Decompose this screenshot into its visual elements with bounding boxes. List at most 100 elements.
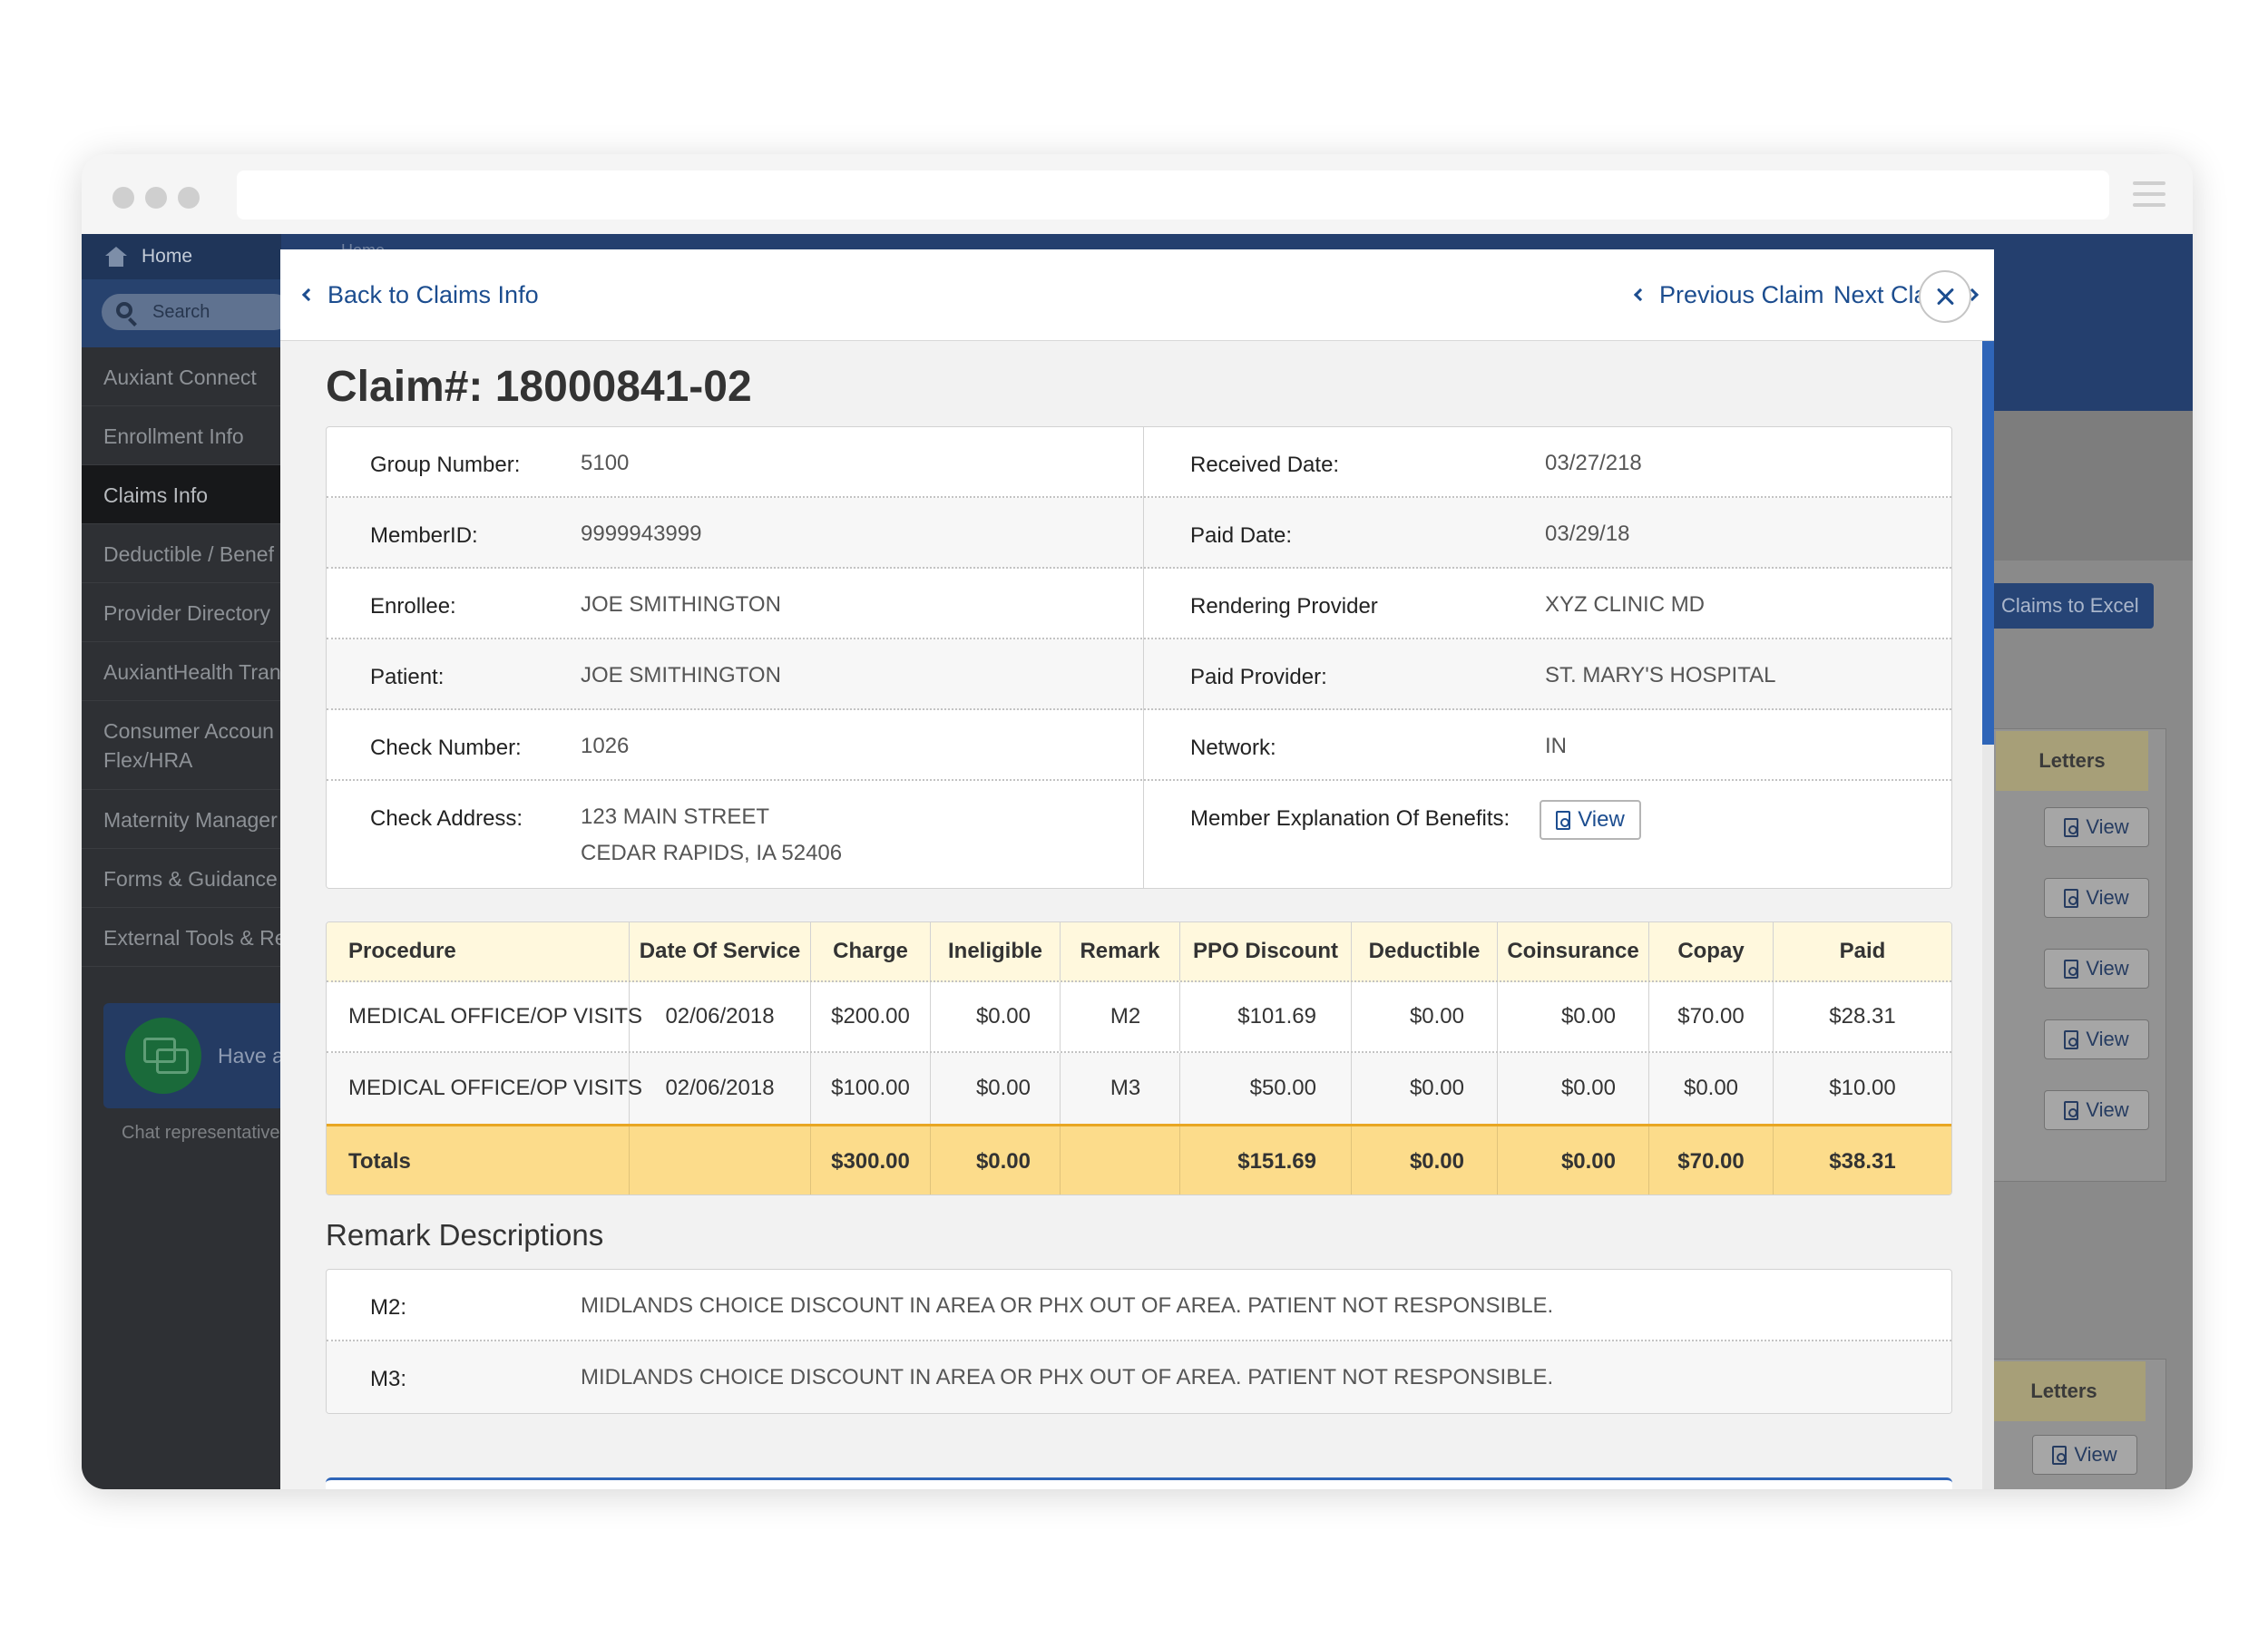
modal-toolbar: Back to Claims Info Previous Claim Next … bbox=[280, 249, 1994, 341]
chat-widget[interactable]: Have a bbox=[103, 1003, 303, 1108]
claim-info-card: Group Number: 5100 Received Date: 03/27/… bbox=[326, 426, 1952, 889]
export-claims-button[interactable]: Claims to Excel bbox=[1983, 583, 2154, 629]
totals-coinsurance: $0.00 bbox=[1498, 1126, 1649, 1194]
window-minimize-dot[interactable] bbox=[145, 187, 167, 209]
enrollee-value: JOE SMITHINGTON bbox=[581, 592, 781, 617]
info-row: Check Number: 1026 Network: IN bbox=[327, 710, 1951, 781]
header-charge: Charge bbox=[811, 922, 931, 980]
enrollee-label: Enrollee: bbox=[370, 594, 456, 619]
window-zoom-dot[interactable] bbox=[178, 187, 200, 209]
paid-provider-value: ST. MARY'S HOSPITAL bbox=[1545, 663, 1776, 687]
pdf-icon bbox=[2064, 1100, 2079, 1120]
header-coinsurance: Coinsurance bbox=[1498, 922, 1649, 980]
letter-view-button[interactable]: View bbox=[2044, 807, 2149, 847]
remark-code: M2: bbox=[370, 1295, 407, 1320]
cell-copay: $0.00 bbox=[1649, 1053, 1774, 1124]
previous-claim-link[interactable]: Previous Claim bbox=[1633, 279, 1824, 310]
cell-date-of-service: 02/06/2018 bbox=[630, 1053, 811, 1124]
cell-deductible: $0.00 bbox=[1352, 1053, 1498, 1124]
group-number-value: 5100 bbox=[581, 451, 630, 475]
paid-date-value: 03/29/18 bbox=[1545, 522, 1630, 546]
cell-ineligible: $0.00 bbox=[931, 982, 1061, 1051]
sidebar-search-area: Search bbox=[82, 279, 292, 347]
remark-code: M3: bbox=[370, 1367, 407, 1391]
home-icon bbox=[103, 247, 129, 267]
back-to-claims-link[interactable]: Back to Claims Info bbox=[301, 279, 539, 310]
cell-date-of-service: 02/06/2018 bbox=[630, 982, 811, 1051]
letters-column-header: Letters bbox=[1996, 731, 2148, 791]
letter-view-button[interactable]: View bbox=[2044, 1090, 2149, 1130]
rendering-provider-value: XYZ CLINIC MD bbox=[1545, 592, 1706, 617]
sidebar-item-auxiant-connect[interactable]: Auxiant Connect bbox=[82, 347, 281, 406]
sidebar-item-sublabel: Flex/HRA bbox=[103, 748, 193, 772]
letter-view-button[interactable]: View bbox=[2044, 878, 2149, 918]
modal-scrollbar[interactable] bbox=[1982, 341, 1994, 1489]
search-icon bbox=[116, 302, 132, 318]
sidebar-item-consumer-accounts[interactable]: Consumer Accoun Flex/HRA bbox=[82, 701, 281, 790]
scrollbar-thumb[interactable] bbox=[1982, 341, 1994, 745]
pdf-icon bbox=[1556, 810, 1571, 830]
check-address-line2: CEDAR RAPIDS, IA 52406 bbox=[581, 841, 843, 865]
sidebar-item-forms-guidance[interactable]: Forms & Guidance bbox=[82, 849, 281, 908]
sidebar-item-auxianthealth[interactable]: AuxiantHealth Tran bbox=[82, 642, 281, 701]
close-modal-button[interactable] bbox=[1919, 270, 1971, 323]
pdf-icon bbox=[2052, 1445, 2068, 1465]
pdf-icon bbox=[2064, 817, 2079, 837]
info-row: Patient: JOE SMITHINGTON Paid Provider: … bbox=[327, 639, 1951, 710]
sidebar-home-label: Home bbox=[142, 246, 193, 267]
table-header-row: Procedure Date Of Service Charge Ineligi… bbox=[327, 922, 1951, 982]
pdf-icon bbox=[2064, 1029, 2079, 1049]
totals-remark bbox=[1061, 1126, 1180, 1194]
cell-procedure: MEDICAL OFFICE/OP VISITS bbox=[327, 982, 642, 1051]
header-deductible: Deductible bbox=[1352, 922, 1498, 980]
header-ppo-discount: PPO Discount bbox=[1180, 922, 1352, 980]
remark-row: M3: MIDLANDS CHOICE DISCOUNT IN AREA OR … bbox=[327, 1341, 1951, 1413]
address-bar[interactable] bbox=[237, 171, 2109, 219]
chevron-left-icon bbox=[301, 288, 316, 301]
sidebar-item-maternity[interactable]: Maternity Manager bbox=[82, 790, 281, 849]
column-divider bbox=[1143, 427, 1144, 888]
member-id-label: MemberID: bbox=[370, 523, 478, 548]
sidebar: Home Search Auxiant Connect Enrollment I… bbox=[82, 234, 303, 1489]
table-row: MEDICAL OFFICE/OP VISITS 02/06/2018 $100… bbox=[327, 1053, 1951, 1124]
check-address-label: Check Address: bbox=[370, 806, 523, 831]
cell-procedure: MEDICAL OFFICE/OP VISITS bbox=[327, 1053, 642, 1124]
chat-subtitle: Chat representatives bbox=[122, 1123, 289, 1143]
search-placeholder: Search bbox=[152, 301, 210, 322]
letters-column-header: Letters bbox=[1982, 1361, 2146, 1421]
header-remark: Remark bbox=[1061, 922, 1180, 980]
page-viewport: Home Search Auxiant Connect Enrollment I… bbox=[82, 234, 2193, 1489]
letter-view-button[interactable]: View bbox=[2044, 1019, 2149, 1059]
totals-row: Totals $300.00 $0.00 $151.69 $0.00 $0.00… bbox=[327, 1124, 1951, 1194]
eob-view-button[interactable]: View bbox=[1540, 800, 1641, 840]
cell-deductible: $0.00 bbox=[1352, 982, 1498, 1051]
sidebar-item-provider-directory[interactable]: Provider Directory bbox=[82, 583, 281, 642]
check-number-label: Check Number: bbox=[370, 736, 522, 760]
received-date-value: 03/27/218 bbox=[1545, 451, 1642, 475]
totals-label: Totals bbox=[327, 1126, 630, 1194]
menu-icon[interactable] bbox=[2133, 181, 2165, 207]
claim-title: Claim#: 18000841-02 bbox=[326, 363, 752, 411]
sidebar-item-external-tools[interactable]: External Tools & Re bbox=[82, 908, 281, 967]
letter-view-button[interactable]: View bbox=[2032, 1435, 2137, 1475]
sidebar-item-enrollment-info[interactable]: Enrollment Info bbox=[82, 406, 281, 465]
cell-remark: M2 bbox=[1061, 982, 1180, 1051]
cell-coinsurance: $0.00 bbox=[1498, 982, 1649, 1051]
window-close-dot[interactable] bbox=[112, 187, 134, 209]
sidebar-item-label: Consumer Accoun bbox=[103, 719, 274, 743]
sidebar-item-deductible-benefits[interactable]: Deductible / Benef bbox=[82, 524, 281, 583]
pdf-icon bbox=[2064, 888, 2079, 908]
paid-provider-label: Paid Provider: bbox=[1190, 665, 1327, 689]
cell-charge: $100.00 bbox=[811, 1053, 931, 1124]
sidebar-item-claims-info[interactable]: Claims Info bbox=[82, 465, 281, 524]
claim-detail-modal: Back to Claims Info Previous Claim Next … bbox=[280, 249, 1994, 1489]
totals-date-of-service bbox=[630, 1126, 811, 1194]
info-row: Check Address: 123 MAIN STREET CEDAR RAP… bbox=[327, 781, 1951, 888]
remark-descriptions-title: Remark Descriptions bbox=[326, 1218, 604, 1252]
sidebar-search-input[interactable]: Search bbox=[102, 294, 292, 330]
check-address-line1: 123 MAIN STREET bbox=[581, 804, 770, 829]
next-section-edge bbox=[326, 1477, 1952, 1489]
sidebar-home[interactable]: Home bbox=[82, 234, 281, 279]
network-label: Network: bbox=[1190, 736, 1276, 760]
letter-view-button[interactable]: View bbox=[2044, 949, 2149, 989]
